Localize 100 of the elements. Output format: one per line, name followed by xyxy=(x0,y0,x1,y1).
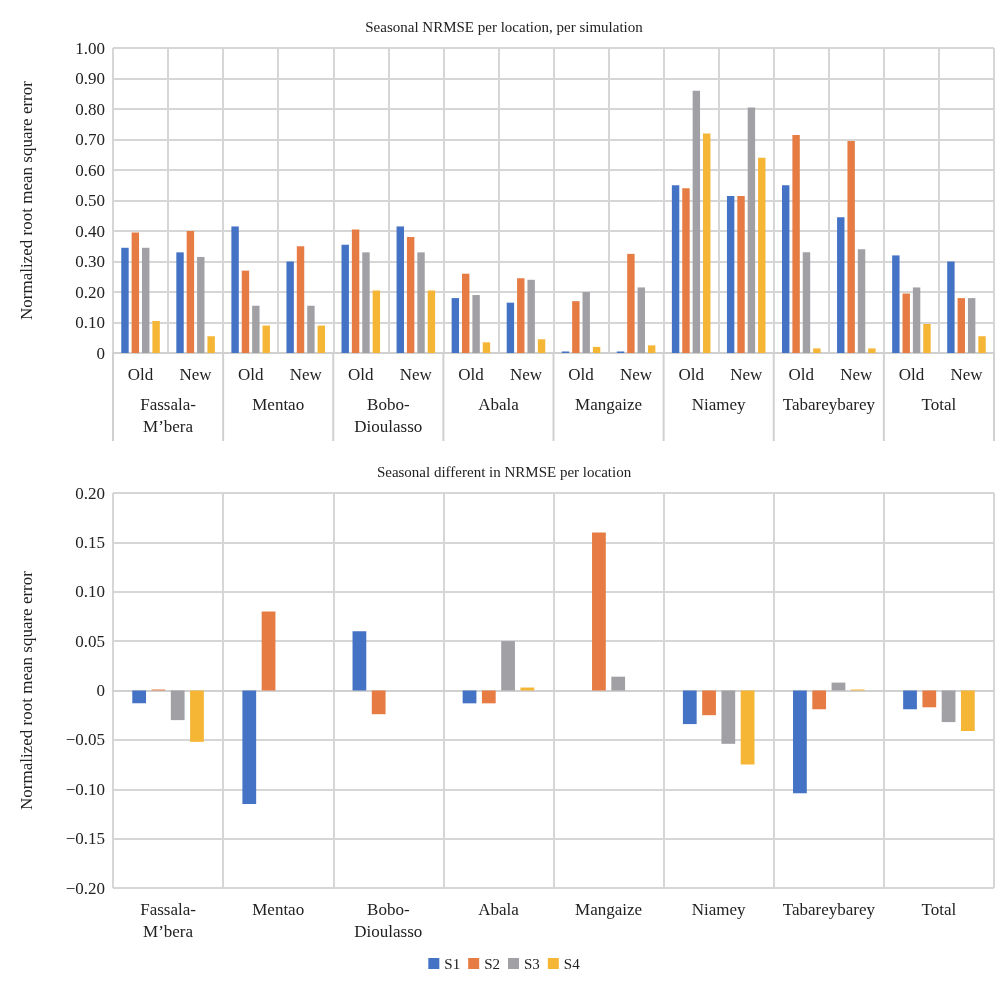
bar xyxy=(721,690,736,744)
legend-label: S4 xyxy=(563,955,581,972)
x-tick-label: Abala xyxy=(478,899,520,919)
bar xyxy=(611,676,626,691)
bar xyxy=(682,690,697,725)
bar xyxy=(637,287,645,353)
bar xyxy=(520,687,535,691)
bar xyxy=(121,247,129,353)
bar xyxy=(967,298,976,353)
bar xyxy=(307,305,315,353)
bar xyxy=(978,336,986,353)
bar xyxy=(451,298,460,353)
text: Abala xyxy=(478,394,520,414)
y-tick-label: 1.00 xyxy=(75,38,105,58)
bar xyxy=(912,287,921,353)
x-tick-label: New xyxy=(730,364,763,384)
chart-title: Seasonal NRMSE per location, per simulation xyxy=(365,18,644,35)
y-tick-label: −0.10 xyxy=(65,779,105,799)
bar xyxy=(417,252,425,353)
x-tick-label: New xyxy=(950,364,984,384)
x-tick-label: Old xyxy=(678,364,705,384)
bar xyxy=(176,252,184,353)
bar xyxy=(758,157,766,353)
x-tick-label: Bobo- Dioulasso xyxy=(354,899,423,941)
bar xyxy=(152,320,160,353)
x-tick-label: Total xyxy=(921,899,957,919)
bar xyxy=(341,244,349,353)
bar xyxy=(737,195,745,353)
text: Mangaize xyxy=(575,394,643,414)
y-tick-label: 0.15 xyxy=(75,532,105,552)
text: Mentao xyxy=(252,394,305,414)
bar xyxy=(702,690,716,716)
text: Fassala- M’bera xyxy=(140,394,197,436)
bar xyxy=(131,232,140,353)
y-tick-label: 0 xyxy=(96,343,105,363)
x-tick-label: New xyxy=(840,364,874,384)
bar xyxy=(351,229,360,353)
x-tick-label: Old xyxy=(127,364,154,384)
bar xyxy=(922,690,937,708)
chart-title: Seasonal different in NRMSE per location xyxy=(376,463,632,480)
bar xyxy=(868,348,876,353)
bar xyxy=(837,217,845,353)
bar xyxy=(692,90,701,353)
y-tick-label: 0.50 xyxy=(75,191,105,210)
bar xyxy=(892,255,900,353)
y-tick-label: 0.20 xyxy=(75,282,105,302)
y-tick-label: 0.80 xyxy=(75,99,105,119)
y-tick-label: 0.60 xyxy=(75,160,105,180)
legend-label: S1 xyxy=(444,955,461,972)
x-tick-label: Tabareybarey xyxy=(782,899,876,919)
bar xyxy=(190,690,204,742)
bar xyxy=(462,273,470,353)
text: Total xyxy=(921,394,957,414)
x-tick-label: Niamey xyxy=(691,899,747,919)
x-tick-label: Old xyxy=(788,364,815,384)
x-tick-label: Old xyxy=(348,364,375,384)
y-tick-label: −0.20 xyxy=(65,878,105,898)
bar xyxy=(396,226,404,353)
x-tick-label: Old xyxy=(458,364,485,384)
x-tick-label: Mentao xyxy=(252,899,305,919)
y-tick-label: 0.05 xyxy=(75,631,105,651)
y-tick-label: −0.15 xyxy=(65,829,105,849)
bar xyxy=(671,185,680,353)
bar xyxy=(242,690,257,805)
bar xyxy=(372,290,381,353)
bar xyxy=(537,339,546,353)
bar xyxy=(472,295,480,353)
x-tick-label: New xyxy=(289,364,323,384)
bar xyxy=(286,261,294,353)
bar xyxy=(592,346,601,353)
legend-label: S2 xyxy=(484,955,500,972)
bar xyxy=(207,336,215,353)
bar xyxy=(747,107,756,353)
bar xyxy=(682,188,690,353)
bar xyxy=(627,253,635,353)
bar xyxy=(740,690,755,765)
x-tick-label: Fassala- M’bera xyxy=(140,899,197,941)
x-tick-label: Old xyxy=(898,364,925,384)
bar xyxy=(793,690,807,794)
bar xyxy=(592,532,606,691)
y-tick-label: 0.90 xyxy=(75,69,105,88)
bar xyxy=(406,237,415,353)
bar xyxy=(231,226,239,353)
y-tick-label: 0.40 xyxy=(75,221,105,241)
bar xyxy=(941,690,956,723)
bar xyxy=(186,231,195,353)
bar xyxy=(170,690,185,721)
bar xyxy=(241,270,250,353)
text: Tabareybarey xyxy=(782,394,876,414)
bar xyxy=(782,185,790,353)
y-tick-label: 0.10 xyxy=(75,582,105,602)
bar xyxy=(857,249,866,353)
bar xyxy=(847,141,855,353)
bar xyxy=(726,195,735,353)
bar xyxy=(813,348,821,353)
x-tick-label: New xyxy=(179,364,213,384)
y-axis-title: Normalized root mean square error xyxy=(17,80,36,320)
y-tick-label: 0 xyxy=(96,681,105,700)
bar xyxy=(506,302,515,353)
x-tick-label: Mangaize xyxy=(575,899,643,919)
